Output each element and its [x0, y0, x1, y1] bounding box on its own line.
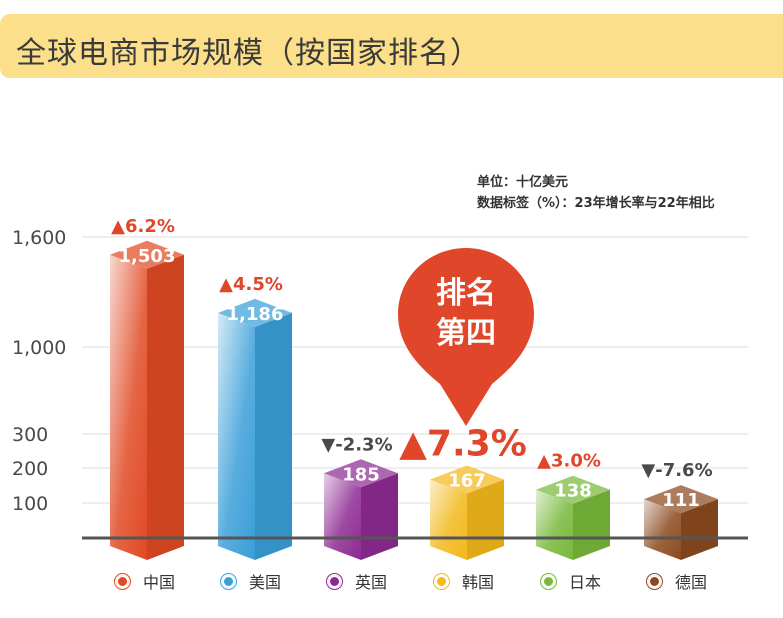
legend-label: 中国 — [143, 573, 176, 592]
unit-note: 单位：十亿美元 数据标签（%）：23年增长率与22年相比 — [477, 172, 715, 214]
legend-label: 日本 — [569, 573, 602, 592]
y-tick-label: 1,000 — [12, 337, 66, 359]
legend-label: 德国 — [675, 573, 708, 592]
legend-swatch — [541, 573, 556, 589]
bar-美国: 1,186 ▲4.5% — [218, 274, 292, 560]
bar-right-face — [467, 479, 504, 560]
gridlines — [82, 236, 748, 504]
bar-英国: 185 ▼-2.3% — [321, 434, 398, 560]
legend-label: 英国 — [355, 573, 388, 592]
legend-swatch — [115, 573, 130, 589]
legend-item: 韩国 — [434, 566, 495, 596]
bar-left-face — [110, 254, 147, 561]
bar-left-face — [644, 499, 681, 560]
legend-label: 韩国 — [462, 573, 495, 592]
legend-swatch — [434, 573, 449, 589]
bar-top-face — [430, 465, 504, 494]
callout-line1: 排名 — [436, 276, 496, 311]
legend-swatch — [327, 573, 342, 589]
bar-top-face — [644, 485, 718, 514]
bar-right-face — [255, 312, 292, 560]
data-label-note: 数据标签（%）：23年增长率与22年相比 — [477, 196, 715, 211]
growth-label: ▲4.5% — [219, 274, 283, 295]
data-label: 1,503 — [119, 246, 176, 267]
bar-left-face — [324, 473, 361, 560]
title-bar: 全球电商市场规模（按国家排名） — [0, 14, 783, 78]
callout-pin — [398, 248, 534, 426]
bar-left-face — [536, 489, 573, 560]
data-label: 167 — [448, 471, 486, 492]
legend-item: 德国 — [647, 566, 708, 596]
bar-left-face — [430, 479, 467, 560]
bar-top-face — [536, 475, 610, 504]
unit-label: 单位：十亿美元 — [477, 175, 569, 190]
bar-日本: 138 ▲3.0% — [536, 451, 610, 560]
legend-swatch — [647, 573, 662, 589]
bar-韩国: 167 ▲7.3% — [399, 424, 527, 560]
growth-label: ▼-7.6% — [641, 460, 712, 481]
legend-label: 美国 — [249, 573, 282, 592]
data-label: 1,186 — [227, 304, 284, 325]
growth-label: ▼-2.3% — [321, 434, 392, 455]
legend-item: 日本 — [541, 566, 602, 596]
legend-item: 英国 — [327, 566, 388, 596]
callout-line2: 第四 — [436, 316, 496, 351]
bar-left-face — [218, 312, 255, 560]
bar-top-face — [218, 298, 292, 327]
legend-item: 美国 — [221, 566, 282, 596]
bar-德国: 111 ▼-7.6% — [641, 460, 718, 560]
legend-item: 中国 — [115, 566, 176, 596]
y-tick-label: 1,600 — [12, 227, 66, 249]
legend-swatch — [221, 573, 236, 589]
data-label: 185 — [342, 464, 380, 485]
data-label: 138 — [554, 481, 592, 502]
bar-中国: 1,503 ▲6.2% — [110, 216, 184, 561]
growth-label: ▲6.2% — [111, 216, 175, 237]
growth-label: ▲7.3% — [399, 424, 527, 465]
bar-right-face — [361, 473, 398, 560]
bar-right-face — [147, 254, 184, 561]
y-tick-label: 200 — [12, 458, 48, 480]
bar-right-face — [573, 489, 610, 560]
y-axis: 1,600 1,000 300 200 100 — [12, 227, 66, 515]
growth-label: ▲3.0% — [537, 451, 601, 472]
data-label: 111 — [662, 490, 700, 511]
y-tick-label: 100 — [12, 493, 48, 515]
ranking-callout: 排名 第四 — [398, 248, 534, 426]
bar-top-face — [110, 240, 184, 269]
page-title: 全球电商市场规模（按国家排名） — [16, 36, 481, 71]
legend: 中国 美国 英国 韩国 日本 德国 — [0, 566, 783, 596]
bar-top-face — [324, 459, 398, 488]
y-tick-label: 300 — [12, 424, 48, 446]
bar-right-face — [681, 499, 718, 560]
bars: 1,503▲6.2%1,186▲4.5%185▼-2.3%167▲7.3%138… — [110, 216, 718, 561]
